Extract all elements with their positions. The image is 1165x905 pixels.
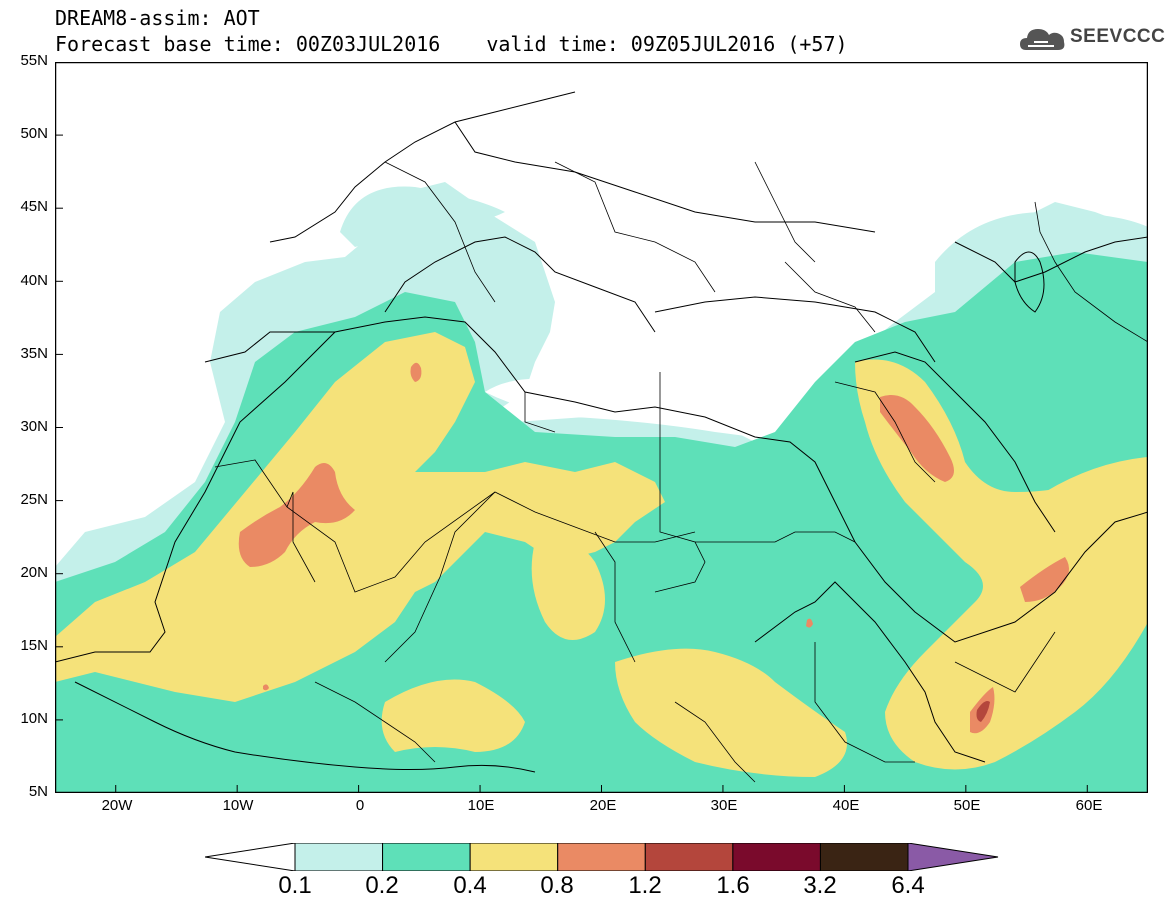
colorbar-box-0.4: [469, 843, 559, 871]
colorbar-box-3.2: [819, 843, 909, 871]
contour-0.4-sahara: [55, 332, 665, 702]
colorbar-label-1.6: 1.6: [716, 872, 750, 899]
colorbar-label-3.2: 3.2: [803, 872, 837, 899]
seevccc-logo: SEEVCCC: [1018, 20, 1165, 56]
coastlines: [55, 91, 1148, 773]
aot-map: [55, 62, 1148, 793]
contour-0.8-algeria: [410, 362, 422, 382]
contour-0.4-central: [531, 539, 605, 640]
lon-label-20w: 20W: [101, 797, 133, 814]
colorbar-label-0.4: 0.4: [453, 872, 487, 899]
contour-0.4-sahel: [381, 679, 525, 752]
colorbar-low-arrow: [205, 843, 296, 871]
lat-label-5n: 5N: [28, 783, 48, 800]
contour-0.1-north: [340, 186, 505, 247]
country-borders: [214, 161, 1148, 783]
lon-label-50e: 50E: [953, 797, 981, 814]
colorbar-box-1.6: [732, 843, 821, 871]
lat-label-30n: 30N: [20, 418, 48, 435]
cloud-icon: [1020, 29, 1065, 50]
lat-label-25n: 25N: [20, 491, 48, 508]
lon-label-10w: 10W: [222, 797, 254, 814]
valid-time: valid time: 09Z05JUL2016 (+57): [486, 32, 848, 56]
lat-label-50n: 50N: [20, 125, 48, 142]
colorbar-label-0.2: 0.2: [365, 872, 399, 899]
colorbar-box-1.2: [644, 843, 734, 871]
contour-0.8-sahel-dot: [263, 684, 269, 691]
lat-label-20n: 20N: [20, 564, 48, 581]
lon-label-20e: 20E: [589, 797, 617, 814]
colorbar-label-6.4: 6.4: [891, 872, 925, 899]
contour-0.8-oman: [1020, 557, 1069, 602]
lon-label-10e: 10E: [467, 797, 495, 814]
time-line: Forecast base time: 00Z03JUL2016 valid ti…: [55, 33, 848, 55]
colorbar: [205, 843, 999, 871]
colorbar-label-0.8: 0.8: [540, 872, 574, 899]
product-title: DREAM8-assim: AOT: [55, 6, 260, 30]
contour-1.2-somalia: [976, 701, 990, 722]
colorbar-box-0.8: [557, 843, 646, 871]
clean-med: [485, 378, 785, 442]
contour-0.4-east-africa: [615, 648, 847, 777]
contour-0.8-mauritania: [238, 463, 355, 567]
lon-label-0: 0: [355, 797, 365, 814]
lat-label-40n: 40N: [20, 272, 48, 289]
lat-label-55n: 55N: [20, 52, 48, 69]
contour-0.8-iraq: [880, 394, 954, 482]
colorbar-box-0.2: [382, 843, 471, 871]
axis-ticks: [55, 62, 1088, 793]
colorbar-label-1.2: 1.2: [628, 872, 662, 899]
colorbar-boxes: [294, 843, 909, 871]
lon-label-40e: 40E: [832, 797, 860, 814]
colorbar-high-arrow: [907, 843, 999, 871]
contour-0.8-ethiopia: [806, 618, 813, 628]
logo-text: SEEVCCC: [1070, 26, 1165, 47]
colorbar-label-0.1: 0.1: [278, 872, 312, 899]
colorbar-box-0.1: [294, 843, 384, 871]
lat-label-35n: 35N: [20, 345, 48, 362]
lon-label-60e: 60E: [1075, 797, 1103, 814]
lat-label-10n: 10N: [20, 710, 48, 727]
lon-label-30e: 30E: [710, 797, 738, 814]
forecast-base-time: Forecast base time: 00Z03JUL2016: [55, 32, 441, 56]
lat-label-45n: 45N: [20, 198, 48, 215]
contour-0.4-east-tip: [1045, 457, 1148, 602]
lat-label-15n: 15N: [20, 637, 48, 654]
